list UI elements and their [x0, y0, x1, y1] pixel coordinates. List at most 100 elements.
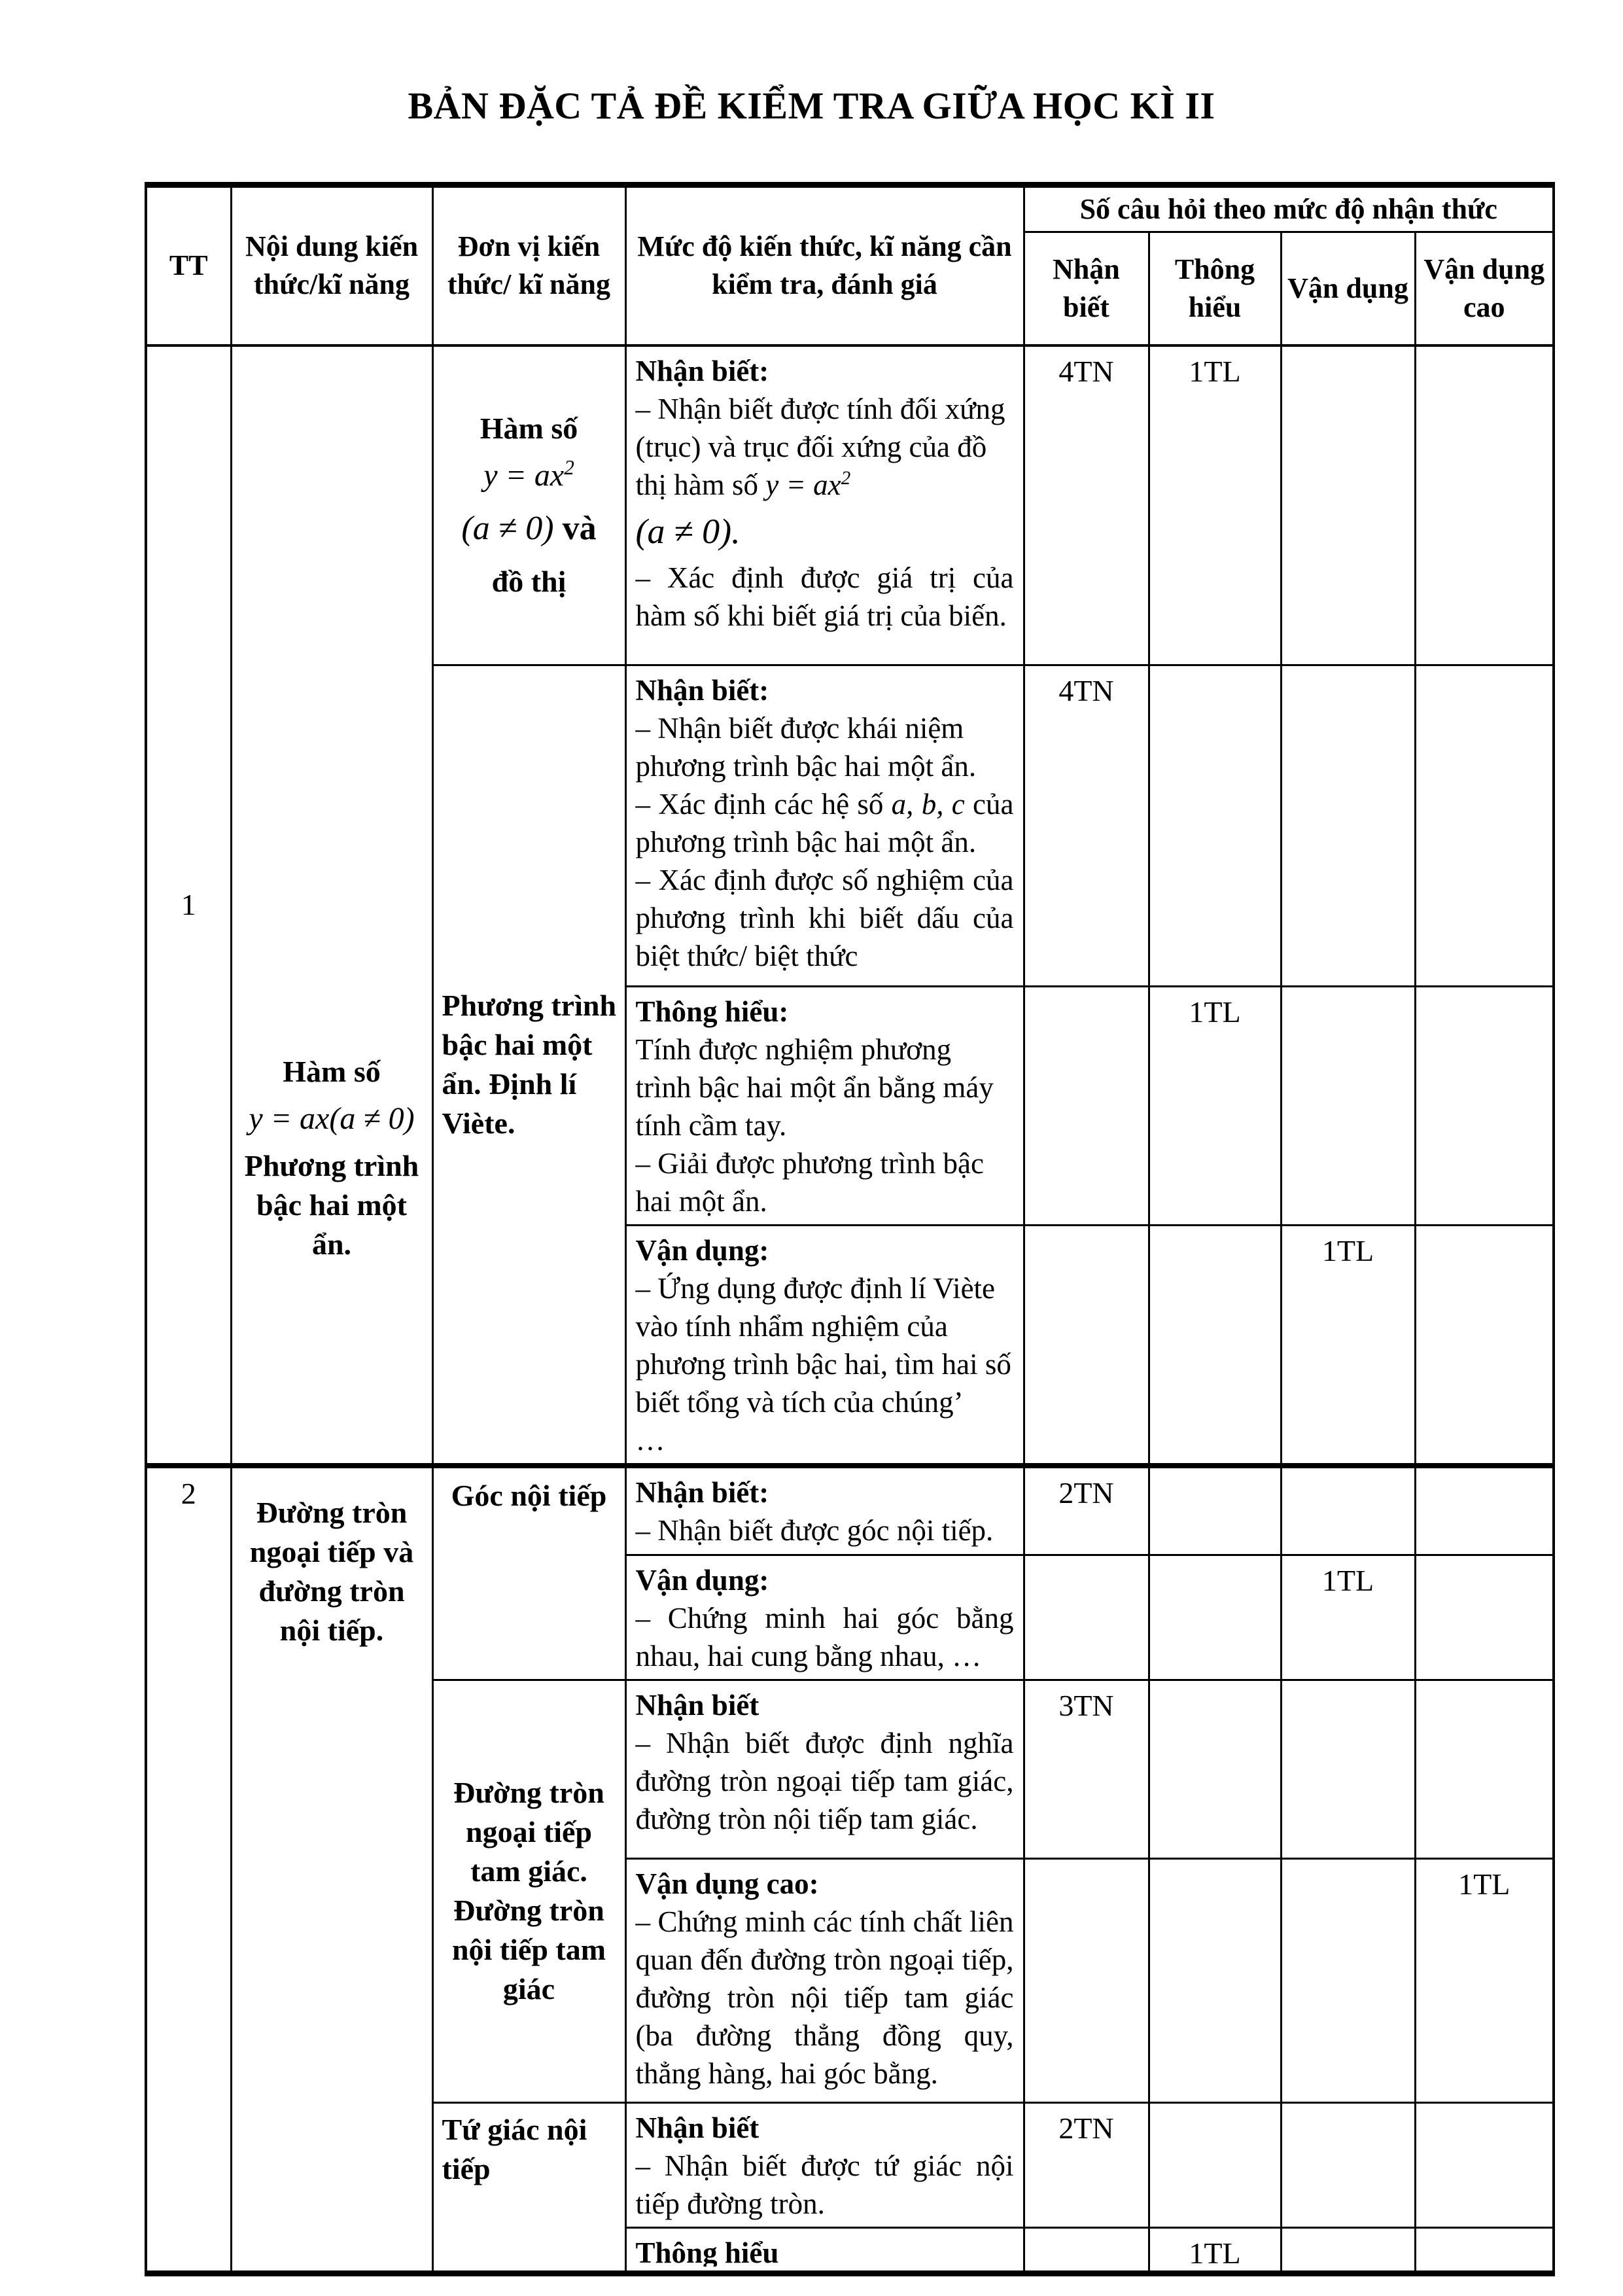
row2ab-don-vi: Góc nội tiếp [431, 1463, 627, 1681]
row2c-count-nhan-biet: 3TN [1022, 1678, 1150, 1860]
row1c-count-van-dung [1280, 985, 1416, 1226]
row1b-count-van-dung-cao [1414, 664, 1555, 987]
row2b-muc-do: Vận dụng: – Chứng minh hai góc bằng nhau… [624, 1553, 1025, 1681]
row1b-count-thong-hieu [1147, 664, 1282, 987]
section-heading: Thông hiểu: [635, 995, 789, 1028]
row2b-count-thong-hieu [1147, 1553, 1282, 1681]
paragraph: – Nhận biết được tứ giác nội tiếp đường … [635, 2149, 1014, 2220]
clipped-content: 1TL [1189, 2236, 1241, 2268]
paragraph: – Chứng minh hai góc bằng nhau, hai cung… [635, 1601, 1014, 1672]
row1c-count-nhan-biet [1022, 985, 1150, 1226]
row2d-count-thong-hieu [1147, 1857, 1282, 2104]
section-heading: Nhận biết [635, 2111, 759, 2144]
row2d-count-nhan-biet [1022, 1857, 1150, 2104]
row1d-count-nhan-biet [1022, 1224, 1150, 1467]
paragraph: – Ứng dụng được định lí Viète vào tính n… [635, 1272, 1011, 1419]
section-heading: Vận dụng: [635, 1563, 769, 1597]
row2f-count-nhan-biet [1022, 2226, 1150, 2274]
row2e-count-van-dung [1280, 2101, 1416, 2229]
row1b-muc-do: Nhận biết: – Nhận biết được khái niệm ph… [624, 664, 1025, 987]
row1a-count-thong-hieu: 1TL [1147, 344, 1282, 666]
row-2f: Thông hiểu 1TL [146, 2226, 1555, 2274]
row2c-count-thong-hieu [1147, 1678, 1282, 1860]
paragraph: – Nhận biết được khái niệm phương trình … [635, 712, 977, 783]
don-vi-line: đồ thị [491, 565, 567, 599]
header-noi-dung: Nội dung kiến thức/kĩ năng [230, 184, 434, 347]
row2e-muc-do: Nhận biết – Nhận biết được tứ giác nội t… [624, 2101, 1025, 2229]
header-muc-do: Mức độ kiến thức, kĩ năng cần kiểm tra, … [624, 184, 1025, 347]
row1c-muc-do: Thông hiểu: Tính được nghiệm phương trìn… [624, 985, 1025, 1226]
specification-table: TT Nội dung kiến thức/kĩ năng Đơn vị kiế… [145, 182, 1555, 2276]
section-heading: Thông hiểu [635, 2236, 779, 2267]
row2f-count-van-dung-cao [1414, 2226, 1555, 2274]
row1b-count-nhan-biet: 4TN [1022, 664, 1150, 987]
header-row-1: TT Nội dung kiến thức/kĩ năng Đơn vị kiế… [145, 184, 1555, 347]
row2a-count-van-dung [1280, 1463, 1416, 1556]
row-1a: 1 Hàm số y = ax(a ≠ 0) Phương trình bậc … [145, 344, 1555, 1467]
row1a-muc-do: Nhận biết: – Nhận biết được tính đối xứn… [624, 344, 1025, 666]
header-level-nhan-biet: Nhận biết [1022, 231, 1150, 347]
row2e-count-van-dung-cao [1414, 2101, 1555, 2229]
row2-index: 2 [145, 1463, 232, 2274]
row1a-don-vi: Hàm số y = ax2 (a ≠ 0) và đồ thị [431, 344, 627, 666]
section-heading: Nhận biết [635, 1688, 759, 1722]
noi-dung-line: Hàm số [283, 1055, 381, 1088]
row2c-muc-do: Nhận biết – Nhận biết được định nghĩa đư… [624, 1678, 1025, 1860]
row2e-count-thong-hieu [1147, 2101, 1282, 2229]
clipped-content: Thông hiểu [636, 2234, 1014, 2267]
header-level-van-dung: Vận dụng [1280, 231, 1416, 347]
paragraph: – Xác định được số nghiệm của phương trì… [635, 864, 1014, 972]
row1a-count-van-dung [1280, 344, 1416, 666]
row-2d: Vận dụng cao: – Chứng minh các tính chất… [146, 1857, 1555, 2104]
row2a-count-thong-hieu [1147, 1463, 1282, 1556]
row2f-count-thong-hieu: 1TL [1147, 2226, 1282, 2274]
section-heading: Nhận biết: [635, 674, 769, 707]
row2ef-don-vi: Tứ giác nội tiếp [431, 2101, 627, 2274]
section-heading: Vận dụng: [635, 1234, 769, 1267]
don-vi-line: Hàm số [480, 412, 578, 446]
row2d-count-van-dung-cao: 1TL [1414, 1857, 1555, 2104]
header-row-2: Nhận biết Thông hiểu Vận dụng Vận dụng c… [146, 231, 1555, 347]
row-1b: Phương trình bậc hai một ẩn. Định lí Viè… [146, 664, 1555, 1467]
paragraph: Tính được nghiệm phương trình bậc hai mộ… [635, 1033, 994, 1142]
row-1c: Thông hiểu: Tính được nghiệm phương trìn… [146, 985, 1555, 1226]
paragraph: – Nhận biết được tính đối xứng (trục) và… [635, 392, 1005, 501]
row1d-count-van-dung: 1TL [1280, 1224, 1416, 1467]
row2c-count-van-dung [1280, 1678, 1416, 1860]
header-level-van-dung-cao: Vận dụng cao [1414, 231, 1555, 347]
row2a-muc-do: Nhận biết: – Nhận biết được góc nội tiếp… [624, 1463, 1025, 1556]
row-1d: Vận dụng: – Ứng dụng được định lí Viète … [146, 1224, 1555, 1467]
row-2c: Đường tròn ngoại tiếp tam giác. Đường tr… [146, 1678, 1555, 2104]
paragraph: – Chứng minh các tính chất liên quan đến… [635, 1905, 1014, 2090]
paragraph: – Nhận biết được góc nội tiếp. [635, 1514, 994, 1547]
header-level-thong-hieu: Thông hiểu [1147, 231, 1282, 347]
row2e-count-nhan-biet: 2TN [1022, 2101, 1150, 2229]
don-vi-formula: y = ax2 [483, 456, 574, 493]
row1a-count-van-dung-cao [1414, 344, 1555, 666]
header-so-cau: Số câu hỏi theo mức độ nhận thức [1022, 184, 1555, 233]
section-heading: Nhận biết: [635, 1476, 769, 1509]
row2c-count-van-dung-cao [1414, 1678, 1555, 1860]
row-2a: 2 Đường tròn ngoại tiếp và đường tròn nộ… [145, 1463, 1555, 2274]
don-vi-paren-line: (a ≠ 0) và [461, 510, 597, 548]
row-2b: Vận dụng: – Chứng minh hai góc bằng nhau… [146, 1553, 1555, 1681]
row2cd-don-vi: Đường tròn ngoại tiếp tam giác. Đường tr… [431, 1678, 627, 2104]
row2a-count-nhan-biet: 2TN [1022, 1463, 1150, 1556]
noi-dung-line: Phương trình bậc hai một ẩn. [244, 1149, 419, 1261]
row2f-muc-do: Thông hiểu [624, 2226, 1025, 2274]
row2d-count-van-dung [1280, 1857, 1416, 2104]
row-2e: Tứ giác nội tiếp Nhận biết – Nhận biết đ… [146, 2101, 1555, 2274]
row2f-count-van-dung [1280, 2226, 1416, 2274]
row1b-count-van-dung [1280, 664, 1416, 987]
page-title: BẢN ĐẶC TẢ ĐỀ KIỂM TRA GIỮA HỌC KÌ II [408, 84, 1215, 127]
row1d-count-thong-hieu [1147, 1224, 1282, 1467]
row1-index: 1 [145, 344, 232, 1467]
row1d-count-van-dung-cao [1414, 1224, 1555, 1467]
header-tt: TT [145, 184, 232, 347]
row2d-muc-do: Vận dụng cao: – Chứng minh các tính chất… [624, 1857, 1025, 2104]
row2b-count-van-dung: 1TL [1280, 1553, 1416, 1681]
row2b-count-van-dung-cao [1414, 1553, 1555, 1681]
row2b-count-nhan-biet [1022, 1553, 1150, 1681]
math-paren-line: (a ≠ 0). [635, 511, 741, 551]
row1a-count-nhan-biet: 4TN [1022, 344, 1150, 666]
